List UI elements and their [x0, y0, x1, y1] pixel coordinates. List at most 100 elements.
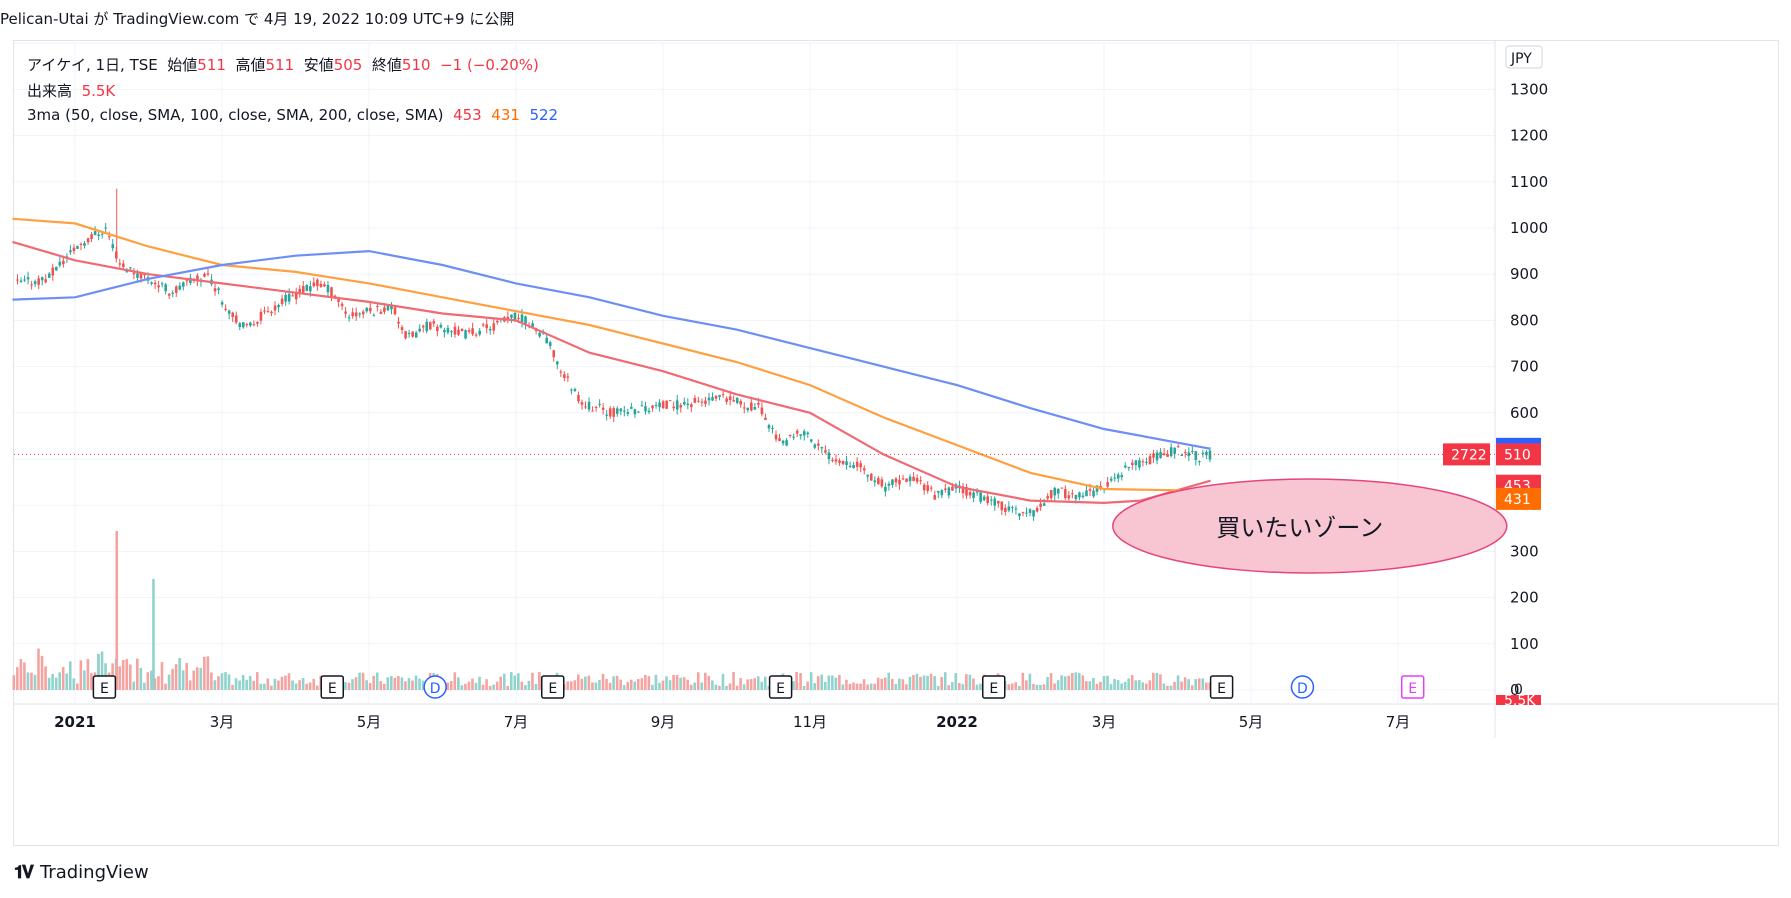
candle-body	[774, 434, 778, 440]
ma100-price-tag-bg	[1496, 487, 1541, 510]
candle-body	[93, 231, 97, 236]
volume-bar	[358, 672, 361, 690]
volume-bar	[248, 675, 252, 690]
volume-bar	[816, 676, 820, 690]
candle-body	[605, 414, 608, 416]
candle-body	[813, 444, 817, 448]
grid-lines	[14, 40, 1495, 704]
volume-spike	[97, 654, 100, 690]
candle-body	[100, 233, 104, 235]
candle-body	[975, 491, 979, 493]
volume-bar	[619, 679, 622, 690]
volume-bar	[499, 676, 502, 690]
candle-body	[933, 495, 937, 500]
candle-body	[40, 277, 44, 281]
volume-bar	[185, 662, 188, 690]
candle-body	[1113, 477, 1117, 479]
tradingview-logo[interactable]: 𝟏𝐕 TradingView	[14, 862, 149, 883]
candle-body	[623, 410, 626, 412]
volume-bar	[58, 672, 61, 690]
candle-body	[164, 284, 167, 292]
candle-body	[118, 263, 122, 265]
event-marker-letter: E	[548, 681, 557, 697]
volume-bar	[1081, 675, 1085, 690]
volume-bar	[266, 678, 270, 690]
candle-body	[559, 371, 563, 373]
y-tick-label: 600	[1510, 404, 1539, 422]
candle-body	[337, 298, 340, 302]
y-tick-label: 100	[1510, 635, 1539, 653]
earnings-marker	[1400, 675, 1425, 699]
candle-body	[457, 329, 460, 335]
candle-body	[273, 305, 277, 311]
event-marker-letter: D	[430, 681, 441, 697]
candle-body	[584, 406, 587, 408]
volume-spike	[795, 672, 798, 690]
volume-bar	[929, 673, 933, 690]
candle-body	[217, 288, 220, 290]
volume-value: 5.5K	[81, 82, 116, 100]
volume-bar	[315, 685, 319, 690]
candle-body	[485, 324, 489, 329]
candle-body	[675, 400, 679, 410]
volume-bar	[1183, 677, 1187, 690]
candle-body	[358, 313, 362, 315]
candle-body	[478, 330, 481, 335]
candle-body	[397, 321, 400, 324]
currency-label: JPY	[1510, 51, 1532, 67]
candle-body	[107, 236, 111, 238]
volume-bar	[711, 680, 714, 690]
candle-body	[1042, 503, 1046, 506]
volume-bar	[245, 679, 248, 690]
volume-bar	[651, 684, 654, 690]
candle-body	[792, 436, 795, 438]
ma-line-ma200	[12, 249, 1211, 450]
candle-body	[1198, 461, 1201, 463]
candle-body	[1067, 495, 1071, 499]
candle-body	[810, 439, 813, 442]
candle-body	[908, 476, 912, 482]
volume-bar	[1127, 678, 1130, 690]
candle-body	[474, 334, 478, 336]
volume-bar	[90, 673, 93, 690]
volume-bar	[54, 677, 58, 690]
volume-bar	[68, 661, 72, 690]
volume-bar	[83, 670, 86, 690]
candle-body	[852, 465, 855, 469]
candle-body	[746, 407, 750, 411]
candle-body	[1134, 460, 1138, 466]
volume-bar	[1088, 681, 1092, 690]
candle-body	[1018, 513, 1021, 517]
volume-bar	[1159, 674, 1162, 690]
symbol-info[interactable]: アイケイ, 1日, TSE	[27, 56, 158, 74]
volume-bar	[580, 678, 584, 690]
volume-bar	[263, 683, 266, 690]
volume-bar	[255, 672, 259, 690]
ohlc-legend: アイケイ, 1日, TSE 始値511 高値511 安値505 終値510 −1…	[27, 56, 539, 74]
volume-bar	[725, 685, 728, 690]
candle-body	[630, 406, 633, 409]
candle-body	[1081, 495, 1085, 497]
volume-bar	[252, 680, 256, 690]
candle-body	[894, 478, 898, 483]
ma-indicator-label[interactable]: 3ma (50, close, SMA, 100, close, SMA, 20…	[27, 106, 444, 124]
volume-bar	[354, 677, 358, 690]
candle-body	[873, 480, 877, 483]
candle-body	[182, 282, 185, 287]
chart-frame[interactable]	[13, 40, 1779, 846]
volume-bar	[453, 672, 457, 690]
volume-bar	[174, 664, 178, 690]
volume-bar	[1014, 682, 1018, 690]
candle-body	[132, 272, 136, 275]
candle-body	[37, 278, 40, 285]
candle-body	[626, 412, 630, 414]
volume-bar	[446, 682, 450, 690]
volume-bar	[178, 658, 181, 690]
candle-body	[965, 487, 968, 496]
site-name[interactable]: TradingView.com	[113, 10, 240, 28]
volume-bar	[19, 658, 23, 690]
author-name[interactable]: Pelican-Utai	[0, 10, 89, 28]
volume-bar	[1130, 675, 1134, 690]
volume-bars	[12, 531, 1212, 690]
